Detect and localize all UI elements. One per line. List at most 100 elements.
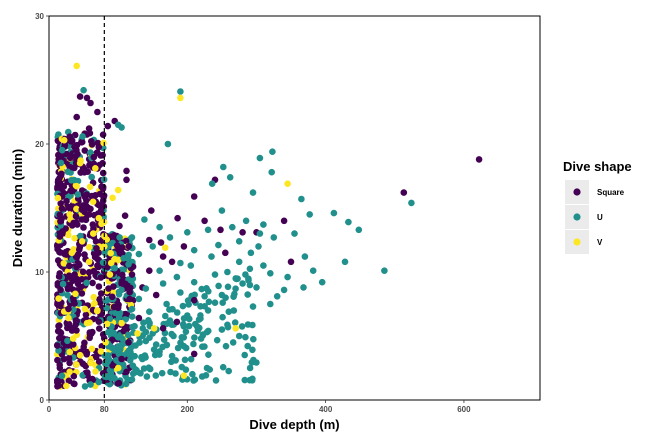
point-v — [66, 348, 74, 356]
point-u — [230, 307, 238, 314]
point-u — [57, 159, 65, 167]
point-square — [80, 343, 87, 351]
point-u — [355, 226, 363, 234]
point-u — [159, 280, 167, 287]
point-u — [205, 288, 212, 295]
point-square — [88, 141, 96, 148]
point-v — [83, 319, 91, 327]
point-square — [78, 139, 85, 146]
point-u — [107, 368, 115, 376]
point-square — [157, 239, 165, 246]
point-u — [128, 305, 136, 313]
point-v — [73, 361, 80, 368]
point-u — [345, 218, 352, 226]
data-points — [54, 62, 483, 390]
point-square — [128, 271, 136, 278]
point-square — [118, 244, 126, 251]
point-square — [122, 280, 129, 288]
point-v — [180, 372, 188, 380]
point-v — [90, 230, 97, 237]
point-v — [103, 320, 111, 328]
point-square — [94, 108, 101, 116]
point-u — [185, 322, 193, 330]
point-square — [71, 300, 78, 307]
point-u — [139, 355, 146, 363]
point-u — [190, 340, 197, 348]
point-u — [143, 373, 151, 380]
point-u — [59, 280, 67, 288]
point-u — [191, 376, 199, 384]
point-square — [217, 226, 224, 234]
point-u — [145, 364, 153, 372]
point-u — [215, 241, 222, 249]
y-axis-ticks: 0 10 20 30 — [35, 12, 49, 405]
point-square — [94, 262, 102, 270]
point-u — [219, 313, 226, 321]
point-square — [56, 361, 63, 369]
point-u — [235, 258, 243, 266]
point-u — [244, 291, 251, 298]
point-u — [215, 282, 222, 290]
point-u — [132, 366, 139, 373]
point-u — [235, 238, 243, 245]
y-tick-label: 30 — [35, 12, 44, 21]
point-square — [400, 189, 408, 196]
point-square — [95, 283, 103, 290]
point-u — [173, 309, 181, 316]
point-v — [111, 255, 118, 263]
point-u — [255, 243, 262, 250]
point-square — [148, 207, 155, 214]
x-axis-title: Dive depth (m) — [249, 417, 339, 432]
point-square — [57, 172, 64, 180]
point-v — [101, 243, 108, 250]
point-square — [85, 269, 93, 276]
point-u — [124, 331, 132, 339]
point-v — [81, 305, 89, 313]
point-v — [118, 319, 125, 327]
point-u — [268, 168, 276, 176]
point-square — [94, 149, 101, 156]
point-square — [67, 134, 74, 142]
point-v — [60, 260, 68, 267]
point-square — [159, 325, 167, 332]
point-u — [142, 337, 150, 345]
legend-label-v: V — [597, 238, 603, 247]
point-square — [60, 182, 67, 190]
point-u — [64, 291, 71, 299]
point-u — [260, 262, 267, 269]
point-square — [92, 353, 100, 361]
point-u — [174, 344, 182, 352]
point-u — [119, 361, 127, 369]
point-square — [287, 258, 295, 266]
point-u — [95, 378, 103, 386]
point-u — [239, 280, 246, 287]
point-u — [160, 336, 168, 344]
legend-key-u — [573, 213, 581, 221]
point-u — [194, 327, 201, 335]
point-square — [239, 229, 246, 236]
point-square — [123, 167, 130, 175]
point-square — [63, 197, 70, 205]
point-u — [118, 286, 125, 294]
point-u — [81, 383, 89, 390]
point-u — [267, 300, 274, 308]
point-v — [90, 293, 97, 301]
point-u — [125, 261, 132, 268]
point-square — [97, 274, 105, 281]
point-square — [146, 236, 153, 244]
point-u — [172, 370, 179, 377]
point-u — [246, 364, 254, 372]
point-u — [204, 226, 212, 234]
point-u — [267, 270, 274, 277]
point-u — [177, 259, 184, 267]
point-u — [206, 366, 213, 373]
point-v — [103, 236, 110, 243]
point-u — [244, 321, 252, 328]
point-u — [122, 380, 130, 388]
point-u — [184, 229, 191, 236]
point-u — [318, 278, 326, 286]
point-u — [202, 372, 210, 379]
legend: Dive shape Square U V — [563, 159, 632, 254]
point-u — [70, 306, 77, 314]
point-u — [64, 168, 72, 176]
